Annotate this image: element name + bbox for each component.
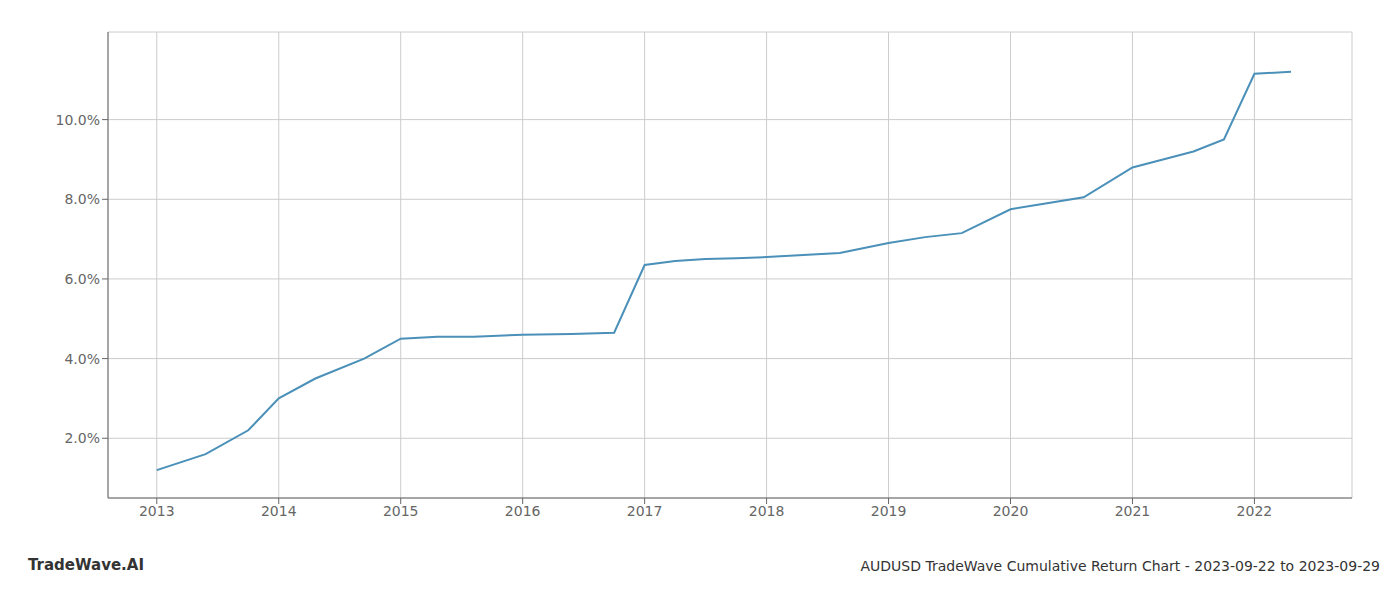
- svg-text:2013: 2013: [139, 503, 175, 519]
- svg-text:4.0%: 4.0%: [64, 351, 100, 367]
- svg-text:2014: 2014: [261, 503, 297, 519]
- svg-text:2018: 2018: [749, 503, 785, 519]
- svg-text:2022: 2022: [1237, 503, 1273, 519]
- svg-text:2019: 2019: [871, 503, 907, 519]
- svg-text:2015: 2015: [383, 503, 419, 519]
- svg-text:2.0%: 2.0%: [64, 430, 100, 446]
- html-text:TradeWave.AI: TradeWave.AI: [28, 556, 144, 574]
- svg-text:2016: 2016: [505, 503, 541, 519]
- svg-text:2020: 2020: [993, 503, 1029, 519]
- svg-text:2017: 2017: [627, 503, 663, 519]
- svg-text:6.0%: 6.0%: [64, 271, 100, 287]
- svg-text:2021: 2021: [1115, 503, 1151, 519]
- svg-text:8.0%: 8.0%: [64, 191, 100, 207]
- svg-text:10.0%: 10.0%: [56, 112, 100, 128]
- html-text:AUDUSD TradeWave Cumulative Re: AUDUSD TradeWave Cumulative Return Chart…: [860, 558, 1380, 574]
